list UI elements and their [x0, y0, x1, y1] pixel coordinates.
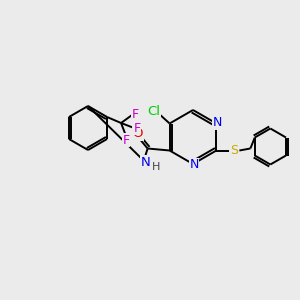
Text: N: N [189, 158, 199, 172]
Text: H: H [152, 163, 160, 172]
Text: N: N [141, 156, 151, 169]
Text: F: F [122, 134, 130, 146]
Text: F: F [134, 122, 141, 134]
Text: O: O [132, 127, 143, 140]
Text: F: F [131, 109, 139, 122]
Text: N: N [213, 116, 222, 129]
Text: S: S [230, 144, 238, 157]
Text: Cl: Cl [147, 105, 160, 118]
